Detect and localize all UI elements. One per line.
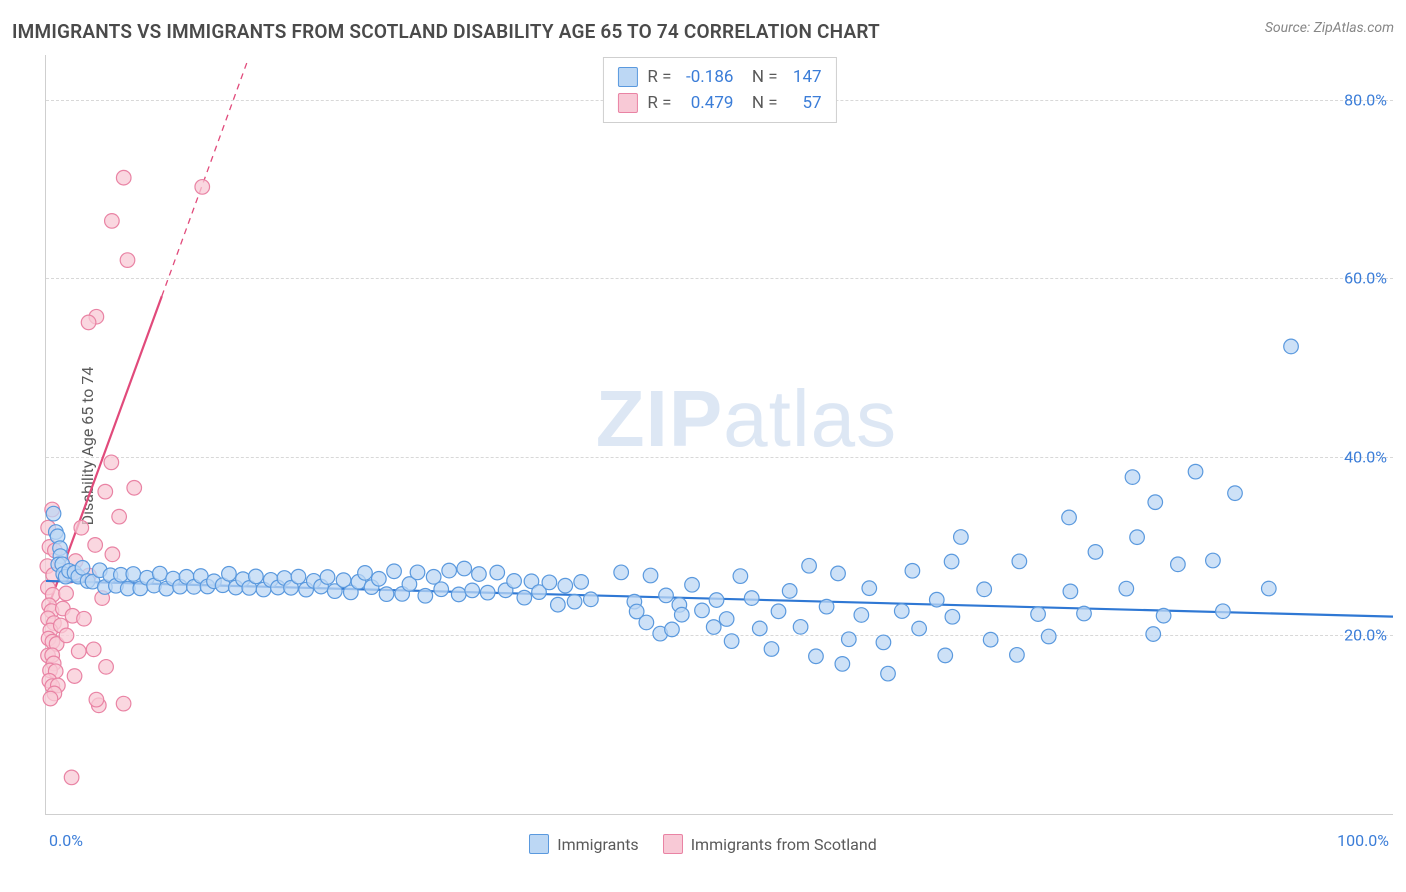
chart-title: IMMIGRANTS VS IMMIGRANTS FROM SCOTLAND D…	[12, 20, 880, 43]
legend-n-label-2: N =	[743, 90, 777, 116]
legend-n-value-1: 147	[788, 64, 822, 90]
x-axis-ticks: 0.0% 100.0%	[45, 831, 1393, 850]
legend-r-value-2: 0.479	[681, 90, 733, 116]
legend-n-label-1: N =	[743, 64, 777, 90]
plot-svg	[46, 55, 1393, 814]
plot-area: 20.0%40.0%60.0%80.0% ZIPatlas R = -0.186…	[45, 55, 1393, 815]
legend-swatch-pink	[617, 93, 637, 113]
legend-r-value-1: -0.186	[681, 64, 733, 90]
x-tick-right: 100.0%	[1337, 831, 1389, 850]
legend-row-2: R = 0.479 N = 57	[617, 90, 821, 116]
legend-r-label-1: R =	[647, 64, 671, 90]
x-tick-left: 0.0%	[49, 831, 83, 850]
legend-r-label-2: R =	[647, 90, 671, 116]
legend-swatch-blue	[617, 67, 637, 87]
chart-container: IMMIGRANTS VS IMMIGRANTS FROM SCOTLAND D…	[0, 0, 1406, 892]
source-label: Source: ZipAtlas.com	[1265, 20, 1394, 36]
legend-row-1: R = -0.186 N = 147	[617, 64, 821, 90]
title-row: IMMIGRANTS VS IMMIGRANTS FROM SCOTLAND D…	[12, 20, 1394, 43]
correlation-legend: R = -0.186 N = 147 R = 0.479 N = 57	[602, 57, 836, 123]
legend-n-value-2: 57	[788, 90, 822, 116]
